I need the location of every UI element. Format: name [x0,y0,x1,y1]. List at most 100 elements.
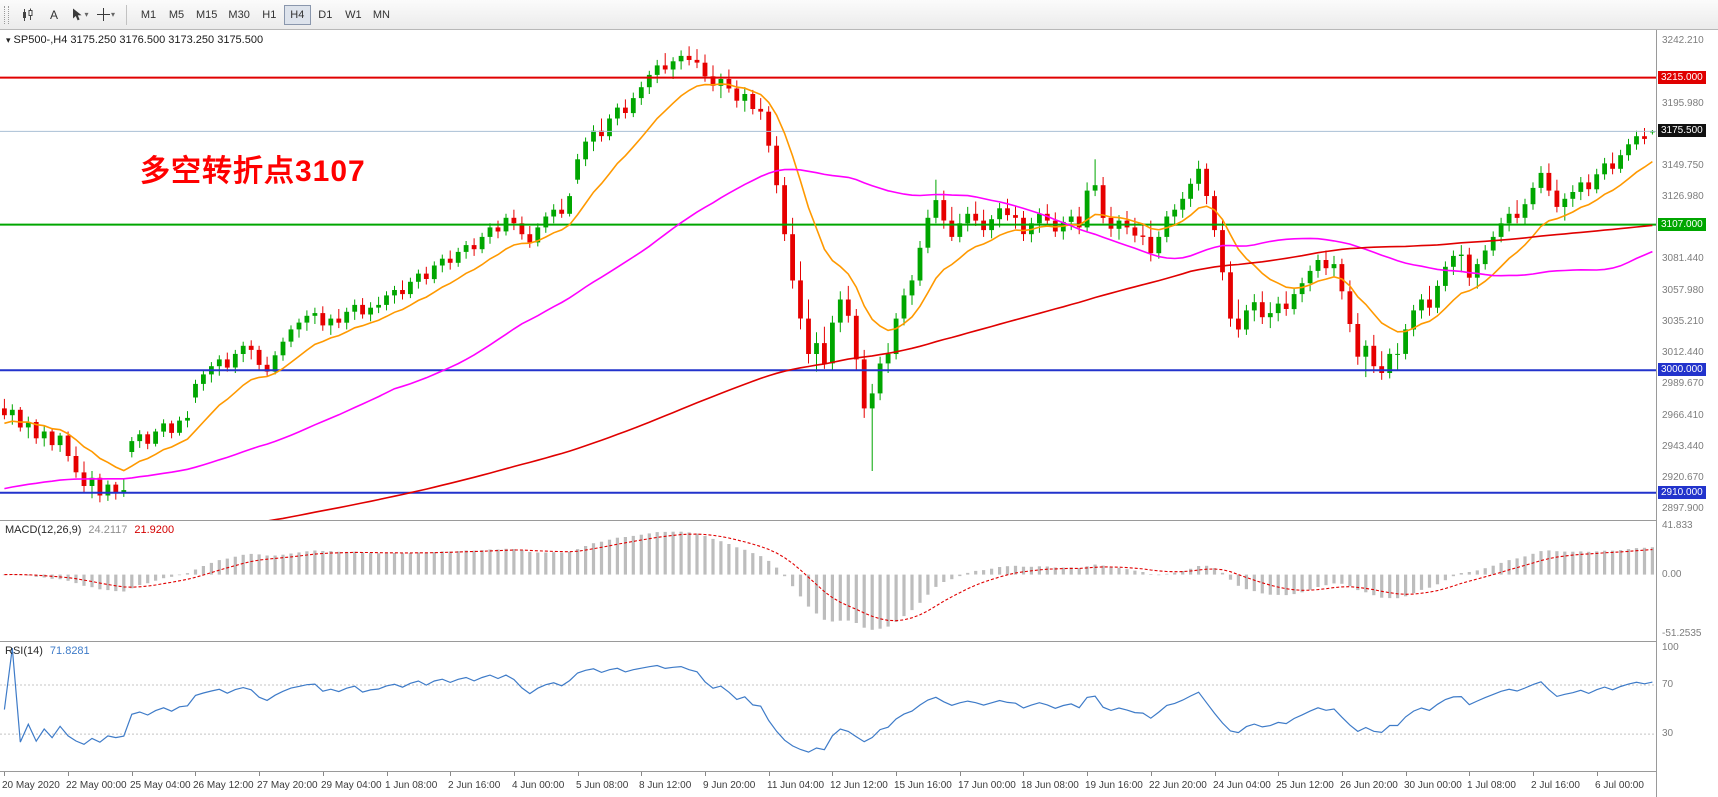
price-axis-label: 3126.980 [1662,191,1704,203]
toolbar-separator [126,4,128,25]
time-tick [578,772,579,776]
time-axis-label: 6 Jul 00:00 [1595,780,1644,791]
time-axis-label: 25 Jun 12:00 [1276,780,1334,791]
price-axis-label: 3242.210 [1662,34,1704,46]
time-tick [1151,772,1152,776]
time-tick [896,772,897,776]
time-axis-label: 5 Jun 08:00 [576,780,629,791]
price-axis-label: 30 [1662,728,1674,740]
price-axis-label: 3195.980 [1662,97,1704,109]
rsi-value: 71.8281 [49,645,90,657]
time-axis-label: 11 Jun 04:00 [767,780,825,791]
timeframe-button-w1[interactable]: W1 [340,5,367,25]
time-tick [1406,772,1407,776]
toolbar-grip[interactable] [4,5,9,24]
time-axis-label: 18 Jun 08:00 [1021,780,1079,791]
text-tool-label: A [49,7,58,22]
rsi-svg [0,648,1656,753]
time-tick [450,772,451,776]
price-tag-3175.500: 3175.500 [1658,124,1706,138]
macd-signal-line [4,533,1653,622]
chart-type-button[interactable] [16,4,40,26]
time-axis-label: 30 Jun 00:00 [1404,780,1462,791]
timeframe-button-m1[interactable]: M1 [135,5,162,25]
macd-pane[interactable]: MACD(12,26,9) 24.2117 21.9200 [0,521,1656,641]
cursor-icon [73,8,83,21]
price-axis[interactable]: 3242.210 3195.980 3149.750 3126.980 3081.440… [1656,30,1718,797]
rsi-label: RSI(14) [5,645,43,657]
horizontal-lines [0,76,1656,494]
crosshair-icon [97,8,110,21]
chevron-down-icon: ▾ [111,10,116,19]
time-tick [68,772,69,776]
time-axis-label: 19 Jun 16:00 [1085,780,1143,791]
time-axis-label: 2 Jul 16:00 [1531,780,1580,791]
cursor-tool-button[interactable]: ▾ [68,4,92,26]
annotation-text[interactable]: 多空转折点3107 [140,155,366,188]
macd-signal-value: 21.9200 [134,524,175,536]
pane-separator [0,771,1718,772]
price-axis-label: 2920.670 [1662,472,1704,484]
pane-separator[interactable] [0,520,1718,521]
time-tick [259,772,260,776]
timeframe-button-m5[interactable]: M5 [163,5,190,25]
time-tick [1469,772,1470,776]
price-axis-label: 70 [1662,679,1674,690]
time-tick [705,772,706,776]
price-axis-label: 2897.900 [1662,503,1704,515]
price-axis-label: 2943.440 [1662,441,1704,453]
timeframe-button-h4[interactable]: H4 [283,4,311,25]
main-chart-pane[interactable]: ▾ SP500-,H4 3175.250 3176.500 3173.250 31… [0,30,1656,520]
time-axis-label: 2 Jun 16:00 [448,780,501,791]
time-axis-label: 8 Jun 12:00 [639,780,692,791]
time-tick [1087,772,1088,776]
time-axis-label: 4 Jun 00:00 [512,780,565,791]
timeframe-button-mn[interactable]: MN [368,5,395,25]
price-axis-label: 41.833 [1662,519,1693,531]
timeframe-button-m15[interactable]: M15 [191,5,222,25]
time-tick [4,772,5,776]
ma-medium [4,168,1653,490]
main-chart-svg [0,46,1656,520]
candlestick-chart-icon [23,8,33,21]
time-tick [387,772,388,776]
chart-title: ▾ SP500-,H4 3175.250 3176.500 3173.250 31… [6,34,263,46]
time-axis-label: 9 Jun 20:00 [703,780,756,791]
time-tick [769,772,770,776]
time-axis-label: 12 Jun 12:00 [830,780,888,791]
rsi-pane[interactable]: RSI(14) 71.8281 [0,642,1656,771]
crosshair-tool-button[interactable]: ▾ [94,4,118,26]
time-axis-label: 25 May 04:00 [130,780,191,791]
timeframe-group: M1 M5 M15 M30 H1 H4 D1 W1 MN [135,4,395,25]
time-axis-label: 1 Jun 08:00 [385,780,438,791]
price-axis-label: 0.00 [1662,568,1682,580]
pane-separator[interactable] [0,641,1718,642]
toolbar: A ▾ ▾ M1 M5 M15 M30 H1 H4 D1 W1 MN [0,0,1718,30]
time-axis-label: 26 Jun 20:00 [1340,780,1398,791]
time-tick [323,772,324,776]
price-axis-label: -51.2535 [1662,628,1702,640]
time-axis-label: 17 Jun 00:00 [958,780,1016,791]
macd-histogram [2,531,1654,630]
time-axis-label: 15 Jun 16:00 [894,780,952,791]
time-axis-label: 29 May 04:00 [321,780,382,791]
time-axis-label: 20 May 2020 [2,780,60,791]
time-axis-label: 24 Jun 04:00 [1213,780,1271,791]
rsi-line [3,648,1653,753]
time-axis-label: 22 Jun 20:00 [1149,780,1207,791]
macd-main-value: 24.2117 [88,524,128,536]
time-tick [1278,772,1279,776]
timeframe-button-h1[interactable]: H1 [256,5,283,25]
time-axis[interactable]: 20 May 2020 22 May 00:00 25 May 04:00 26 Ma… [0,772,1718,797]
moving-average-lines [4,83,1653,520]
time-tick [1597,772,1598,776]
time-tick [514,772,515,776]
text-annotation-button[interactable]: A [42,4,66,26]
timeframe-button-m30[interactable]: M30 [223,5,254,25]
time-tick [960,772,961,776]
time-tick [832,772,833,776]
macd-title: MACD(12,26,9) 24.2117 21.9200 [5,524,174,536]
timeframe-button-d1[interactable]: D1 [312,5,339,25]
price-axis-label: 3057.980 [1662,285,1704,297]
